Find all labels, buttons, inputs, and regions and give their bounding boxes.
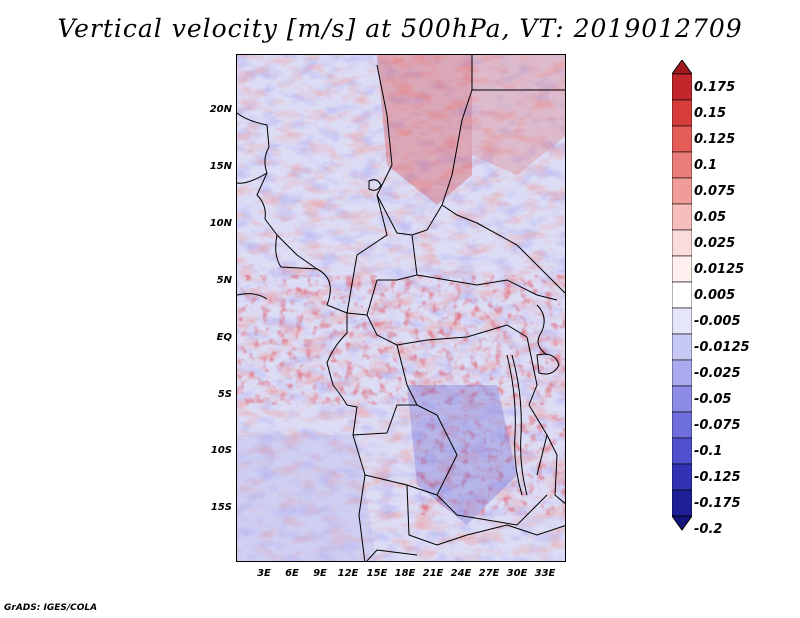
lon-label-15e: 15E bbox=[366, 568, 388, 579]
colorbar-label: -0.1 bbox=[694, 444, 723, 459]
colorbar bbox=[672, 60, 692, 531]
lat-label-15s: 15S bbox=[210, 502, 232, 513]
lat-label-20n: 20N bbox=[209, 104, 232, 115]
lat-label-5n: 5N bbox=[216, 275, 232, 286]
lon-label-30e: 30E bbox=[506, 568, 528, 579]
lat-label-10s: 10S bbox=[210, 445, 232, 456]
colorbar-label: 0.125 bbox=[694, 132, 736, 147]
colorbar-swatch bbox=[672, 177, 692, 205]
colorbar-swatch bbox=[672, 151, 692, 179]
colorbar-label: 0.175 bbox=[694, 80, 736, 95]
colorbar-swatch bbox=[672, 333, 692, 361]
colorbar-label: -0.2 bbox=[694, 522, 723, 537]
colorbar-swatch bbox=[672, 385, 692, 413]
colorbar-swatch bbox=[672, 255, 692, 283]
colorbar-swatch bbox=[672, 73, 692, 101]
colorbar-label: 0.1 bbox=[694, 158, 718, 173]
lon-label-27e: 27E bbox=[478, 568, 500, 579]
colorbar-label: -0.175 bbox=[694, 496, 741, 511]
colorbar-swatch bbox=[672, 489, 692, 517]
colorbar-label: 0.075 bbox=[694, 184, 736, 199]
lon-label-33e: 33E bbox=[534, 568, 556, 579]
lon-label-18e: 18E bbox=[394, 568, 416, 579]
lat-label-15n: 15N bbox=[209, 161, 232, 172]
colorbar-swatch bbox=[672, 203, 692, 231]
colorbar-label: 0.05 bbox=[694, 210, 727, 225]
colorbar-top-arrow bbox=[672, 60, 692, 75]
colorbar-label: -0.025 bbox=[694, 366, 741, 381]
colorbar-swatch bbox=[672, 359, 692, 387]
colorbar-swatch bbox=[672, 125, 692, 153]
colorbar-swatch bbox=[672, 281, 692, 309]
lat-label-5s: 5S bbox=[217, 389, 232, 400]
colorbar-swatch bbox=[672, 437, 692, 465]
colorbar-label: 0.15 bbox=[694, 106, 727, 121]
colorbar-label: -0.125 bbox=[694, 470, 741, 485]
lon-label-6e: 6E bbox=[285, 568, 299, 579]
colorbar-swatch bbox=[672, 229, 692, 257]
lon-label-9e: 9E bbox=[313, 568, 327, 579]
colorbar-bottom-arrow bbox=[672, 515, 692, 531]
colorbar-swatch bbox=[672, 307, 692, 335]
colorbar-label: -0.075 bbox=[694, 418, 741, 433]
colorbar-swatch bbox=[672, 99, 692, 127]
colorbar-label: -0.05 bbox=[694, 392, 732, 407]
vertical-velocity-map bbox=[236, 54, 566, 562]
grads-credit: GrADS: IGES/COLA bbox=[4, 603, 98, 613]
colorbar-swatch bbox=[672, 463, 692, 491]
lat-label-eq: EQ bbox=[216, 332, 232, 343]
colorbar-swatch bbox=[672, 411, 692, 439]
colorbar-label: -0.005 bbox=[694, 314, 741, 329]
colorbar-label: -0.0125 bbox=[694, 340, 750, 355]
lon-label-3e: 3E bbox=[257, 568, 271, 579]
lat-label-10n: 10N bbox=[209, 218, 232, 229]
lon-label-21e: 21E bbox=[422, 568, 444, 579]
lon-label-12e: 12E bbox=[337, 568, 359, 579]
map-canvas bbox=[237, 55, 565, 561]
colorbar-label: 0.005 bbox=[694, 288, 736, 303]
lon-label-24e: 24E bbox=[450, 568, 472, 579]
chart-title: Vertical velocity [m/s] at 500hPa, VT: 2… bbox=[57, 14, 743, 43]
colorbar-label: 0.0125 bbox=[694, 262, 745, 277]
colorbar-label: 0.025 bbox=[694, 236, 736, 251]
